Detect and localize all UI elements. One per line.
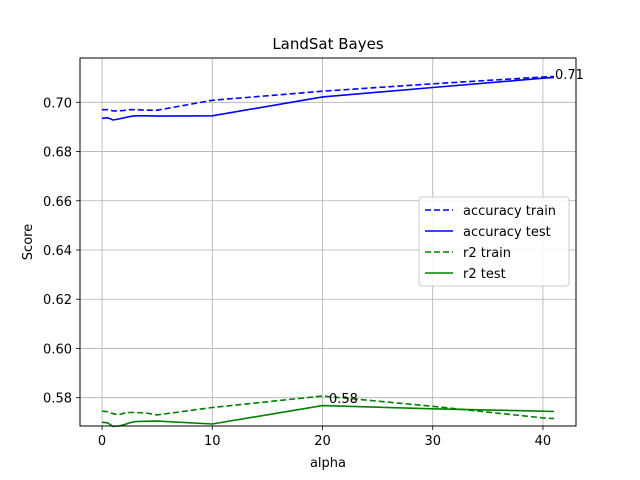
legend: accuracy train accuracy test r2 train r2 te…	[418, 196, 570, 287]
y-axis-title: Score	[21, 224, 36, 260]
chart-title: LandSat Bayes	[272, 35, 384, 53]
y-tick-label: 0.64	[43, 244, 72, 259]
plot-frame	[79, 57, 577, 427]
x-tick-label: 30	[424, 434, 441, 449]
y-tick-label: 0.62	[43, 293, 72, 308]
y-tick-label: 0.58	[43, 392, 72, 407]
legend-label: accuracy train	[463, 204, 556, 219]
legend-label: accuracy test	[463, 225, 551, 240]
y-tick-label: 0.60	[43, 342, 72, 357]
x-tick-label: 20	[314, 434, 331, 449]
series-line-r2-train	[101, 395, 555, 420]
annotation-label: 0.58	[329, 392, 358, 407]
annotation-label: 0.71	[555, 68, 584, 83]
legend-label: r2 train	[463, 246, 511, 261]
y-tick-label: 0.70	[43, 96, 72, 111]
legend-box	[418, 196, 570, 287]
tick-layer: 0 10 20 30 40 0.58 0.60 0.62 0.64 0.66 0.68 0.70	[43, 96, 551, 449]
x-tick-label: 10	[204, 434, 221, 449]
x-tick-label: 0	[98, 434, 106, 449]
series-line-accuracy-train	[102, 75, 555, 112]
series-line-accuracy-test	[101, 76, 555, 121]
x-tick-label: 40	[535, 434, 552, 449]
x-axis-title: alpha	[310, 456, 346, 471]
annotation-layer: 0.71 0.58	[329, 68, 584, 407]
y-tick-label: 0.66	[43, 195, 72, 210]
y-tick-label: 0.68	[43, 146, 72, 161]
legend-label: r2 test	[463, 267, 506, 282]
